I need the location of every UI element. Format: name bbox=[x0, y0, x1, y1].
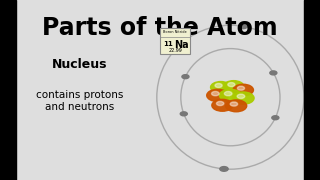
Circle shape bbox=[237, 86, 244, 90]
Text: Parts of the Atom: Parts of the Atom bbox=[42, 16, 278, 40]
Text: contains protons
and neutrons: contains protons and neutrons bbox=[36, 90, 124, 112]
Text: 11: 11 bbox=[163, 40, 172, 47]
Circle shape bbox=[233, 84, 253, 96]
Circle shape bbox=[230, 102, 238, 106]
Circle shape bbox=[272, 116, 279, 120]
Bar bbox=[160, 28, 190, 54]
Bar bbox=[304, 0, 320, 180]
Circle shape bbox=[220, 166, 228, 171]
Text: Nucleus: Nucleus bbox=[52, 58, 108, 71]
Text: Na: Na bbox=[175, 40, 189, 50]
Circle shape bbox=[215, 84, 222, 87]
Circle shape bbox=[220, 89, 241, 102]
Circle shape bbox=[216, 101, 224, 106]
Text: Boron Nitride: Boron Nitride bbox=[164, 30, 187, 34]
Circle shape bbox=[207, 89, 228, 102]
Circle shape bbox=[212, 99, 233, 111]
Circle shape bbox=[239, 24, 247, 29]
Bar bbox=[0, 0, 16, 180]
Circle shape bbox=[211, 82, 231, 93]
Circle shape bbox=[224, 91, 232, 96]
Circle shape bbox=[212, 91, 219, 96]
Circle shape bbox=[180, 112, 187, 116]
Text: 22.99: 22.99 bbox=[168, 48, 182, 53]
Circle shape bbox=[270, 71, 277, 75]
Circle shape bbox=[228, 83, 235, 87]
Bar bbox=[16, 0, 304, 180]
Circle shape bbox=[226, 100, 247, 112]
Circle shape bbox=[223, 81, 244, 92]
Circle shape bbox=[237, 94, 245, 98]
Circle shape bbox=[182, 75, 189, 79]
Circle shape bbox=[232, 92, 254, 104]
